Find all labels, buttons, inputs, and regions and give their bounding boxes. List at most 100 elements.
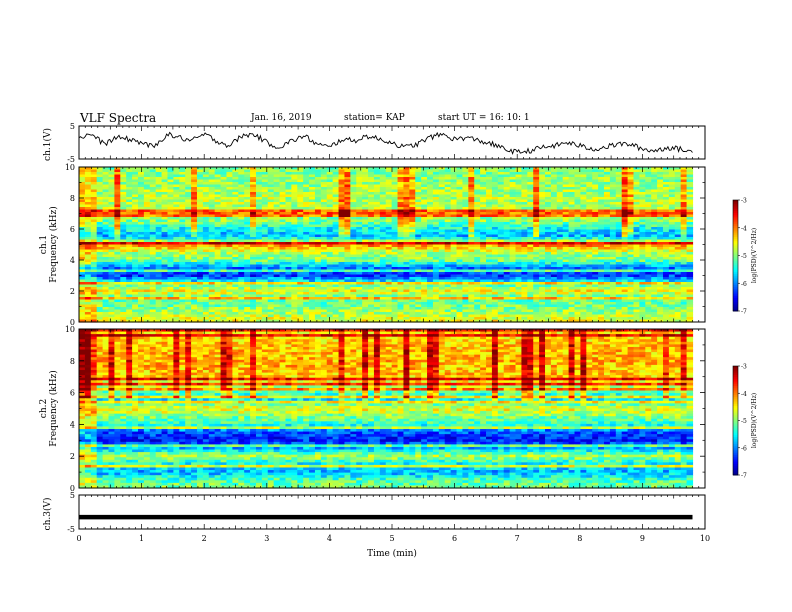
spectrogram-cell <box>515 197 523 201</box>
spectrogram-cell <box>598 239 605 243</box>
spectrogram-cell <box>609 212 617 216</box>
spectrogram-cell <box>604 172 611 176</box>
spectrogram-cell <box>598 252 605 256</box>
spectrogram-cell <box>438 224 446 228</box>
spectrogram-cell <box>332 212 340 216</box>
spectrogram-cell <box>562 229 570 233</box>
spectrogram-cell <box>244 174 251 178</box>
spectrogram-cell <box>391 257 399 261</box>
spectrogram-cell <box>84 249 92 253</box>
spectrogram-cell <box>486 267 493 271</box>
spectrogram-cell <box>297 232 304 236</box>
spectrogram-cell <box>379 254 387 258</box>
spectrogram-cell <box>568 282 576 286</box>
spectrogram-cell <box>497 282 505 286</box>
spectrogram-cell <box>609 272 617 276</box>
spectrogram-cell <box>562 197 570 201</box>
spectrogram-cell <box>250 252 257 256</box>
spectrogram-cell <box>480 189 487 193</box>
spectrogram-cell <box>120 209 127 213</box>
spectrogram-cell <box>432 217 440 221</box>
spectrogram-cell <box>427 279 434 283</box>
spectrogram-cell <box>267 174 275 178</box>
spectrogram-cell <box>114 192 121 196</box>
spectrogram-cell <box>126 169 133 173</box>
spectrogram-cell <box>480 204 487 208</box>
spectrogram-cell <box>621 167 629 171</box>
spectrogram-cell <box>604 262 611 266</box>
spectrogram-cell <box>132 277 139 281</box>
spectrogram-cell <box>362 192 369 196</box>
spectrogram-cell <box>250 249 257 253</box>
spectrogram-cell <box>244 242 251 246</box>
spectrogram-cell <box>261 237 269 241</box>
spectrogram-cell <box>462 284 469 288</box>
spectrogram-cell <box>427 284 434 288</box>
spectrogram-cell <box>486 224 493 228</box>
spectrogram-cell <box>350 242 357 246</box>
spectrogram-cell <box>79 182 86 186</box>
spectrogram-cell <box>202 222 210 226</box>
spectrogram-cell <box>662 204 670 208</box>
spectrogram-cell <box>303 204 310 208</box>
spectrogram-cell <box>173 242 180 246</box>
spectrogram-cell <box>438 204 446 208</box>
spectrogram-cell <box>191 234 198 238</box>
spectrogram-cell <box>379 222 387 226</box>
spectrogram-cell <box>368 277 375 281</box>
spectrogram-cell <box>120 199 127 203</box>
spectrogram-cell <box>662 277 670 281</box>
spectrogram-cell <box>132 229 139 233</box>
spectrogram-cell <box>385 169 393 173</box>
spectrogram-cell <box>338 229 346 233</box>
spectrogram-cell <box>320 209 328 213</box>
spectrogram-cell <box>126 282 133 286</box>
spectrogram-cell <box>550 234 558 238</box>
spectrogram-cell <box>450 264 458 268</box>
spectrogram-cell <box>90 184 98 188</box>
spectrogram-cell <box>645 172 652 176</box>
spectrogram-cell <box>674 242 682 246</box>
spectrogram-cell <box>232 254 239 258</box>
spectrogram-cell <box>273 264 281 268</box>
spectrogram-cell <box>84 199 92 203</box>
spectrogram-cell <box>350 212 357 216</box>
spectrogram-cell <box>326 219 334 223</box>
spectrogram-cell <box>438 174 446 178</box>
spectrogram-cell <box>609 182 617 186</box>
spectrogram-cell <box>226 167 233 171</box>
spectrogram-cell <box>486 202 493 206</box>
spectrogram-cell <box>438 172 446 176</box>
spectrogram-cell <box>132 279 139 283</box>
spectrogram-cell <box>657 214 664 218</box>
spectrogram-cell <box>568 279 576 283</box>
spectrogram-cell <box>456 214 464 218</box>
spectrogram-cell <box>427 182 434 186</box>
spectrogram-cell <box>385 262 393 266</box>
spectrogram-cell <box>167 184 174 188</box>
spectrogram-cell <box>621 282 629 286</box>
spectrogram-cell <box>633 184 640 188</box>
spectrogram-cell <box>120 212 127 216</box>
spectrogram-cell <box>586 269 593 273</box>
spectrogram-cell <box>651 197 658 201</box>
spectrogram-cell <box>261 279 269 283</box>
spectrogram-cell <box>432 242 440 246</box>
spectrogram-cell <box>527 179 534 183</box>
spectrogram-cell <box>604 202 611 206</box>
spectrogram-cell <box>474 242 481 246</box>
spectrogram-cell <box>580 227 587 231</box>
spectrogram-cell <box>297 177 304 181</box>
spectrogram-cell <box>550 277 558 281</box>
spectrogram-cell <box>539 194 546 198</box>
spectrogram-cell <box>562 264 570 268</box>
spectrogram-cell <box>456 167 464 171</box>
spectrogram-cell <box>533 259 540 263</box>
spectrogram-cell <box>208 269 216 273</box>
spectrogram-cell <box>114 204 121 208</box>
spectrogram-cell <box>214 232 222 236</box>
spectrogram-cell <box>208 219 216 223</box>
spectrogram-cell <box>421 257 428 261</box>
spectrogram-cell <box>338 269 346 273</box>
spectrogram-cell <box>550 169 558 173</box>
